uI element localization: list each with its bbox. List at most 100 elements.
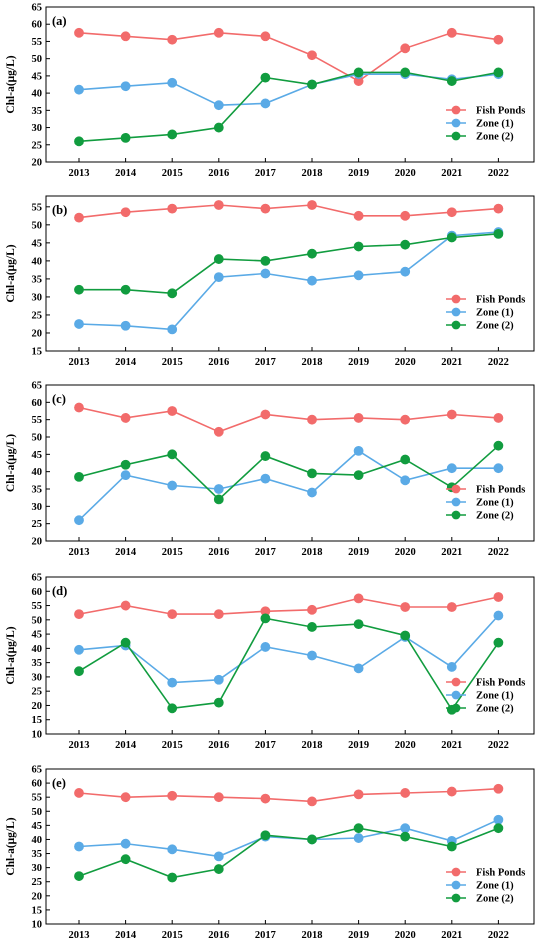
legend-swatch-marker (451, 690, 461, 700)
data-point (353, 823, 364, 834)
data-point (307, 200, 317, 210)
series-zone-1 (74, 69, 504, 111)
x-tick-label: 2018 (302, 168, 323, 179)
legend-label: Zone (1) (476, 498, 514, 509)
data-point (74, 212, 84, 223)
series-fish-ponds (74, 200, 504, 223)
x-tick-label: 2019 (348, 930, 369, 941)
x-tick-label: 2021 (441, 168, 462, 179)
y-tick-label: 55 (32, 415, 43, 426)
y-tick-label: 50 (32, 220, 43, 231)
series-fish-ponds (74, 402, 504, 437)
series-line (78, 617, 500, 712)
y-tick-label: 30 (32, 292, 43, 303)
legend-label: Zone (2) (476, 894, 514, 905)
y-tick-label: 30 (32, 672, 43, 683)
series-line (78, 31, 499, 83)
y-tick-label: 40 (32, 467, 43, 478)
panel-label: (a) (52, 14, 67, 28)
legend-swatch-marker (451, 497, 461, 507)
y-tick-label: 15 (32, 715, 43, 726)
data-point (260, 793, 271, 804)
x-tick-label: 2019 (348, 740, 369, 751)
data-point (167, 288, 178, 299)
data-point (446, 207, 457, 218)
x-tick-label: 2014 (115, 357, 137, 368)
y-tick-label: 55 (32, 601, 43, 612)
panel-label: (c) (52, 392, 66, 406)
data-point (446, 662, 457, 672)
series-line (78, 231, 499, 331)
data-point (307, 468, 317, 479)
x-tick-label: 2017 (255, 547, 276, 558)
y-tick-label: 30 (32, 123, 43, 134)
series-zone-2 (74, 823, 504, 883)
data-point (400, 266, 411, 277)
plot-frame (45, 6, 535, 163)
y-tick-label: 25 (32, 877, 43, 888)
series-zone-2 (74, 440, 504, 505)
x-tick-label: 2018 (302, 547, 323, 558)
data-point (167, 77, 178, 88)
series-fish-ponds (74, 27, 504, 86)
y-tick-label: 35 (32, 485, 43, 496)
data-point (213, 484, 224, 494)
data-point (260, 409, 271, 420)
data-point (493, 413, 504, 423)
data-point (213, 122, 224, 133)
y-tick-label: 30 (32, 502, 43, 513)
data-point (120, 838, 131, 849)
x-tick-label: 2018 (302, 930, 323, 941)
y-tick-label: 50 (32, 807, 43, 818)
x-tick-label: 2017 (255, 168, 276, 179)
series-line (78, 406, 499, 433)
y-tick-label: 45 (32, 450, 43, 461)
x-tick-label: 2020 (395, 168, 416, 179)
data-point (307, 650, 317, 661)
y-tick-label: 25 (32, 140, 43, 151)
legend-label: Fish Ponds (476, 868, 525, 879)
x-tick-label: 2020 (395, 547, 416, 558)
data-point (307, 834, 317, 845)
y-tick-label: 50 (32, 433, 43, 444)
legend-swatch-marker (451, 131, 461, 141)
data-point (400, 210, 411, 221)
y-tick-label: 65 (32, 573, 43, 584)
panel-label: (e) (52, 776, 66, 790)
data-point (260, 830, 271, 841)
data-point (120, 284, 131, 295)
series-line (78, 71, 499, 143)
y-axis-label: Chl-a(μg/L) (5, 244, 17, 302)
data-point (120, 320, 131, 331)
data-point (307, 604, 317, 615)
data-point (400, 43, 411, 54)
y-tick-label: 55 (32, 37, 43, 48)
y-axis-label: Chl-a(μg/L) (5, 434, 17, 492)
x-tick-label: 2016 (208, 357, 229, 368)
y-tick-label: 35 (32, 274, 43, 285)
legend-swatch-marker (451, 510, 461, 520)
data-point (446, 409, 457, 420)
y-tick-label: 45 (32, 71, 43, 82)
data-point (167, 449, 178, 460)
y-tick-label: 20 (32, 891, 43, 902)
data-point (353, 470, 364, 481)
series-line (78, 204, 499, 219)
y-tick-label: 40 (32, 256, 43, 267)
data-point (446, 602, 457, 612)
data-point (167, 677, 178, 688)
data-point (260, 203, 271, 214)
legend-label: Fish Ponds (476, 106, 525, 117)
chart-panel-d: 10 15 20 25 30 35 40 45 50 55 60 65 2013 2014 2015 2016… (5, 573, 535, 751)
legend-label: Zone (1) (476, 308, 514, 319)
data-point (493, 637, 504, 648)
x-tick-label: 2017 (255, 740, 276, 751)
x-tick-label: 2020 (395, 357, 416, 368)
data-point (353, 241, 364, 252)
series-zone-1 (74, 227, 504, 335)
data-point (446, 232, 457, 243)
data-point (493, 228, 504, 239)
legend-swatch-marker (451, 703, 461, 713)
x-tick-label: 2015 (162, 930, 183, 941)
